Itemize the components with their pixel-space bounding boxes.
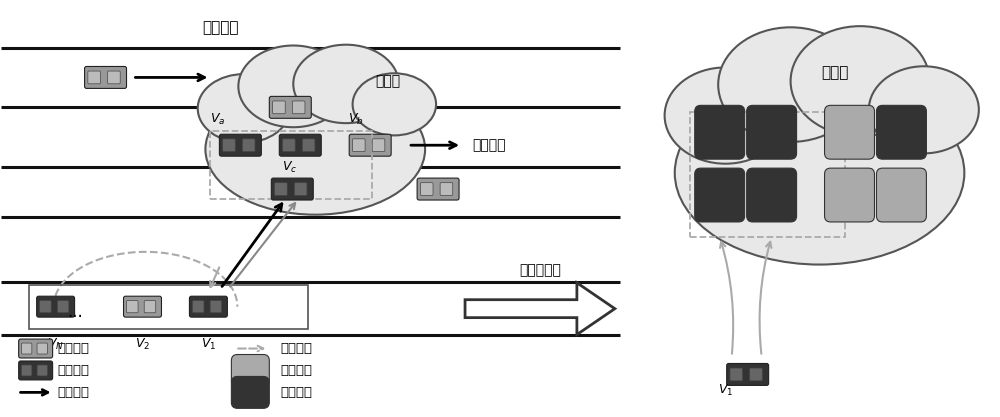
Ellipse shape — [791, 26, 930, 136]
FancyBboxPatch shape — [231, 377, 269, 408]
Text: ...: ... — [68, 303, 83, 321]
FancyBboxPatch shape — [37, 343, 47, 354]
FancyBboxPatch shape — [144, 301, 156, 313]
FancyBboxPatch shape — [695, 168, 745, 222]
FancyBboxPatch shape — [825, 168, 874, 222]
FancyBboxPatch shape — [876, 106, 926, 159]
Text: 反馈结果: 反馈结果 — [280, 342, 312, 355]
Bar — [690, 112, 845, 237]
FancyBboxPatch shape — [210, 301, 222, 313]
Ellipse shape — [238, 45, 348, 127]
Text: $V_1$: $V_1$ — [718, 382, 733, 397]
FancyBboxPatch shape — [283, 139, 295, 152]
FancyBboxPatch shape — [124, 296, 161, 317]
Text: 车载雾: 车载雾 — [376, 75, 401, 88]
FancyBboxPatch shape — [275, 183, 287, 196]
FancyBboxPatch shape — [40, 301, 51, 313]
Ellipse shape — [205, 84, 425, 215]
FancyBboxPatch shape — [88, 71, 100, 84]
Text: 资源池: 资源池 — [821, 65, 848, 80]
FancyBboxPatch shape — [189, 296, 227, 317]
FancyBboxPatch shape — [825, 106, 874, 159]
Text: $V_a$: $V_a$ — [210, 112, 226, 127]
Ellipse shape — [665, 68, 786, 164]
FancyBboxPatch shape — [349, 134, 391, 156]
FancyBboxPatch shape — [85, 66, 127, 88]
FancyBboxPatch shape — [727, 364, 769, 385]
FancyBboxPatch shape — [108, 71, 120, 84]
Ellipse shape — [718, 27, 863, 142]
Bar — [210, 131, 372, 199]
FancyBboxPatch shape — [417, 178, 459, 200]
FancyBboxPatch shape — [352, 139, 365, 152]
Text: 车辆离开: 车辆离开 — [472, 138, 506, 152]
FancyBboxPatch shape — [279, 134, 321, 156]
FancyBboxPatch shape — [271, 178, 313, 200]
FancyBboxPatch shape — [231, 354, 269, 387]
FancyBboxPatch shape — [269, 96, 311, 118]
FancyBboxPatch shape — [19, 361, 53, 380]
Text: 忙碌资源: 忙碌资源 — [280, 386, 312, 399]
FancyBboxPatch shape — [219, 134, 261, 156]
FancyBboxPatch shape — [21, 343, 32, 354]
Ellipse shape — [198, 74, 290, 143]
FancyBboxPatch shape — [273, 101, 285, 114]
Bar — [29, 285, 308, 329]
Ellipse shape — [869, 66, 979, 153]
FancyBboxPatch shape — [730, 368, 743, 381]
FancyBboxPatch shape — [302, 139, 315, 152]
FancyBboxPatch shape — [695, 106, 745, 159]
FancyBboxPatch shape — [127, 301, 138, 313]
Ellipse shape — [293, 45, 399, 123]
FancyBboxPatch shape — [876, 168, 926, 222]
FancyBboxPatch shape — [292, 101, 305, 114]
Ellipse shape — [675, 81, 964, 264]
Text: 空闲资源: 空闲资源 — [280, 364, 312, 377]
FancyBboxPatch shape — [372, 139, 385, 152]
FancyBboxPatch shape — [747, 106, 797, 159]
FancyBboxPatch shape — [420, 183, 433, 196]
FancyBboxPatch shape — [37, 365, 47, 376]
Text: 传输任务: 传输任务 — [58, 386, 90, 399]
FancyBboxPatch shape — [192, 301, 204, 313]
FancyBboxPatch shape — [294, 183, 307, 196]
FancyBboxPatch shape — [57, 301, 69, 313]
FancyBboxPatch shape — [750, 368, 762, 381]
FancyBboxPatch shape — [223, 139, 235, 152]
FancyBboxPatch shape — [440, 183, 453, 196]
Text: 空闲车辆: 空闲车辆 — [58, 342, 90, 355]
Text: $V_c$: $V_c$ — [282, 160, 298, 175]
Text: 忙碌车辆: 忙碌车辆 — [58, 364, 90, 377]
Text: 资源虚拟化: 资源虚拟化 — [519, 263, 561, 277]
Ellipse shape — [353, 73, 436, 136]
Polygon shape — [465, 283, 615, 334]
FancyBboxPatch shape — [21, 365, 32, 376]
FancyBboxPatch shape — [19, 339, 53, 358]
Text: $V_1$: $V_1$ — [201, 337, 216, 352]
FancyBboxPatch shape — [747, 168, 797, 222]
Text: $V_N$: $V_N$ — [47, 337, 64, 352]
Text: 车辆到达: 车辆到达 — [202, 20, 239, 35]
Text: $V_2$: $V_2$ — [135, 337, 150, 352]
FancyBboxPatch shape — [242, 139, 255, 152]
Text: $V_b$: $V_b$ — [348, 112, 364, 127]
FancyBboxPatch shape — [37, 296, 75, 317]
